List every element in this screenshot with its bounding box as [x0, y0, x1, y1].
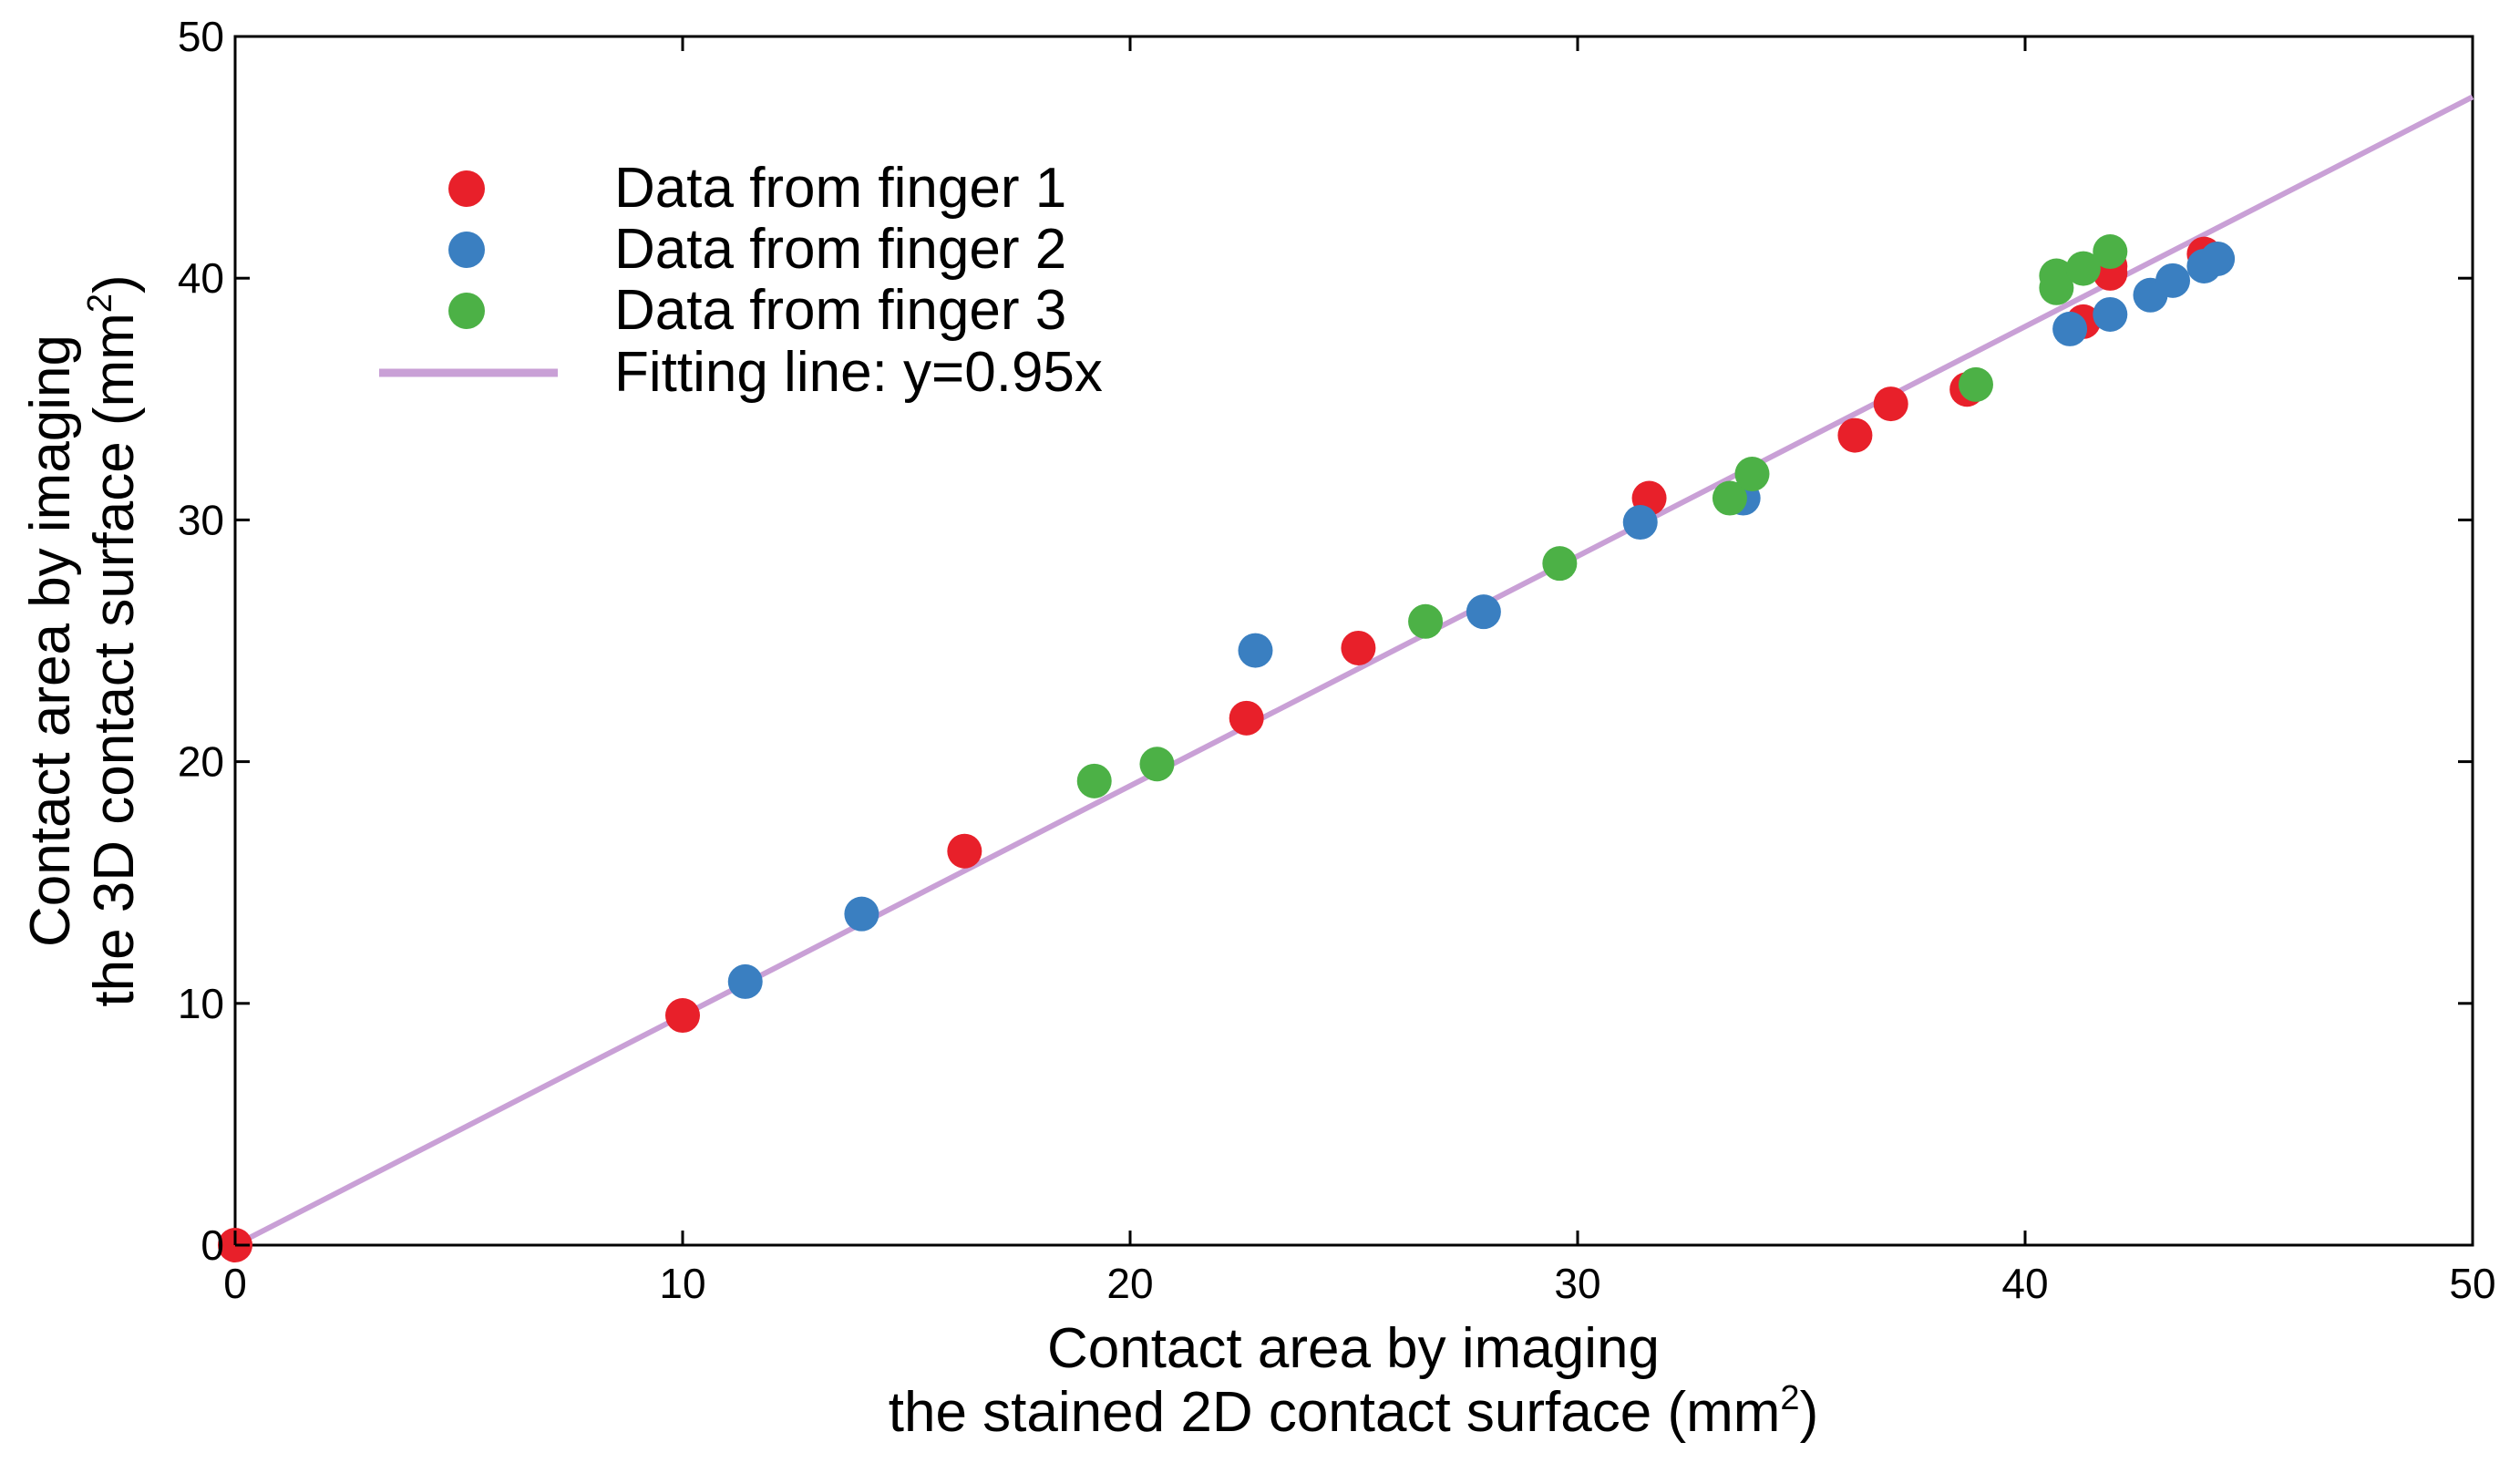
- y-tick-label: 20: [178, 738, 224, 786]
- data-point-finger-2-12: [2200, 241, 2236, 276]
- data-point-finger-1-5: [1341, 630, 1376, 665]
- data-point-finger-3-9: [2039, 258, 2074, 294]
- legend-marker-finger-2: [448, 232, 485, 268]
- data-point-finger-3-10: [2065, 251, 2101, 286]
- data-point-finger-3-1: [1076, 763, 1112, 798]
- data-point-finger-3-2: [1139, 747, 1175, 782]
- x-axis: 0 10 20 30 40 50: [223, 36, 2496, 1307]
- data-point-finger-2-4: [1466, 594, 1501, 630]
- y-tick-label: 50: [178, 13, 224, 60]
- data-point-finger-2-5: [1622, 505, 1658, 541]
- y-tick-label: 30: [178, 496, 224, 543]
- data-point-finger-3-6: [1734, 457, 1770, 492]
- data-point-finger-3-4: [1542, 546, 1578, 582]
- x-tick-label: 50: [2449, 1260, 2495, 1307]
- y-axis: 0 10 20 30 40 50: [178, 13, 2473, 1269]
- x-tick-label: 30: [1554, 1260, 1600, 1307]
- data-point-finger-1-3: [947, 833, 982, 869]
- data-point-finger-3-3: [1408, 603, 1444, 639]
- y-axis-title-line-2: the 3D contact surface (mm2): [81, 274, 146, 1006]
- x-axis-title-line-2: the stained 2D contact surface (mm2): [889, 1379, 1818, 1444]
- y-tick-label: 40: [178, 254, 224, 302]
- data-points-layer: [218, 234, 2236, 1262]
- legend-marker-finger-1: [448, 170, 485, 207]
- data-point-finger-2-7: [2052, 311, 2088, 346]
- data-point-finger-1-7: [1837, 417, 1873, 453]
- data-point-finger-1-8: [1873, 386, 1908, 422]
- data-point-finger-3-5: [1712, 480, 1747, 516]
- data-point-finger-1-4: [1229, 700, 1264, 736]
- y-tick-label: 10: [178, 980, 224, 1027]
- x-tick-label: 0: [223, 1260, 247, 1307]
- data-point-finger-2-2: [844, 896, 879, 932]
- legend: Data from finger 1 Data from finger 2 Da…: [379, 157, 1103, 404]
- data-point-finger-3-11: [2093, 234, 2128, 270]
- x-tick-label: 40: [2001, 1260, 2048, 1307]
- y-axis-title-line-1: Contact area by imaging: [19, 335, 82, 947]
- data-point-finger-3-7: [1958, 366, 1993, 402]
- y-tick-label: 0: [201, 1221, 224, 1269]
- x-axis-title: Contact area by imaging the stained 2D c…: [889, 1317, 1818, 1444]
- legend-label-finger-2: Data from finger 2: [614, 218, 1066, 281]
- data-point-finger-2-10: [2155, 263, 2191, 298]
- fit-line: [233, 94, 2474, 1248]
- legend-label-finger-1: Data from finger 1: [614, 157, 1066, 220]
- legend-marker-finger-3: [448, 293, 485, 329]
- data-point-finger-2-3: [1238, 633, 1273, 668]
- legend-label-finger-3: Data from finger 3: [614, 279, 1066, 342]
- x-tick-label: 10: [659, 1260, 705, 1307]
- data-point-finger-1-2: [665, 998, 700, 1034]
- legend-label-fit-line: Fitting line: y=0.95x: [614, 341, 1103, 404]
- data-point-finger-2-8: [2093, 296, 2128, 332]
- x-tick-label: 20: [1106, 1260, 1153, 1307]
- y-axis-title: Contact area by imaging the 3D contact s…: [19, 274, 146, 1006]
- fit-line-layer: [233, 94, 2474, 1248]
- data-point-finger-2-1: [727, 963, 763, 999]
- x-axis-title-line-1: Contact area by imaging: [1047, 1317, 1660, 1380]
